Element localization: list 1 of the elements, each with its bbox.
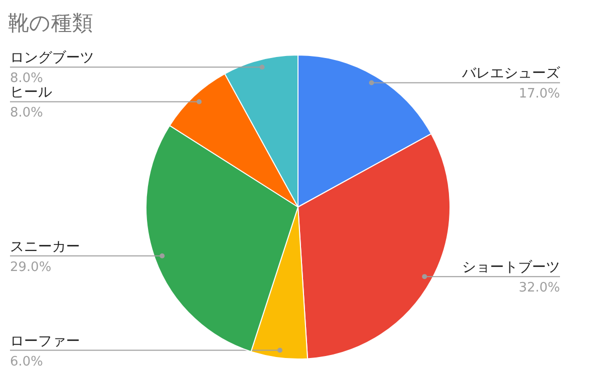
title: 靴の種類 xyxy=(8,11,93,35)
